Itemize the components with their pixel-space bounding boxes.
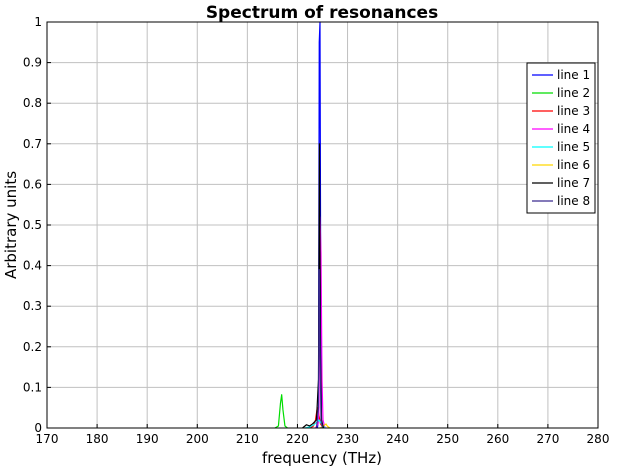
x-tick-label: 270 <box>536 432 559 446</box>
y-tick-label: 0.1 <box>23 380 42 394</box>
chart-title: Spectrum of resonances <box>206 3 438 23</box>
legend-entry: line 3 <box>557 104 590 118</box>
legend-entry: line 2 <box>557 86 590 100</box>
x-tick-label: 280 <box>587 432 610 446</box>
y-tick-label: 0.3 <box>23 299 42 313</box>
legend: line 1 line 2 line 3 line 4 line 5 line 6 line… <box>526 62 596 214</box>
series-line-2 <box>274 394 288 429</box>
y-tick-label: 0.6 <box>23 177 42 191</box>
data-series <box>274 21 331 429</box>
x-axis-ticks: 170 180 190 200 210 220 230 240 250 260 270 280 <box>36 424 610 446</box>
legend-box <box>526 62 596 214</box>
legend-entry: line 6 <box>557 158 590 172</box>
y-axis-label: Arbitrary units <box>2 171 20 279</box>
x-tick-label: 210 <box>236 432 259 446</box>
y-tick-label: 0 <box>34 421 42 435</box>
x-tick-label: 180 <box>86 432 109 446</box>
y-tick-label: 0.9 <box>23 56 42 70</box>
y-tick-label: 0.2 <box>23 340 42 354</box>
x-tick-label: 230 <box>336 432 359 446</box>
legend-entry: line 5 <box>557 140 590 154</box>
legend-entry: line 1 <box>557 68 590 82</box>
series-line-8 <box>315 269 324 429</box>
y-tick-label: 0.4 <box>23 259 42 273</box>
x-tick-label: 200 <box>186 432 209 446</box>
legend-entry: line 7 <box>557 176 590 190</box>
y-tick-label: 0.7 <box>23 137 42 151</box>
x-axis-label: frequency (THz) <box>262 449 382 467</box>
y-tick-label: 0.8 <box>23 96 42 110</box>
x-tick-label: 260 <box>486 432 509 446</box>
x-tick-label: 250 <box>436 432 459 446</box>
y-tick-label: 0.5 <box>23 218 42 232</box>
x-tick-label: 220 <box>286 432 309 446</box>
y-axis-ticks: 0 0.1 0.2 0.3 0.4 0.5 0.6 0.7 0.8 0.9 1 <box>23 15 51 435</box>
y-tick-label: 1 <box>34 15 42 29</box>
x-tick-label: 240 <box>386 432 409 446</box>
x-tick-label: 170 <box>36 432 59 446</box>
legend-entry: line 4 <box>557 122 590 136</box>
x-tick-label: 190 <box>136 432 159 446</box>
legend-entry: line 8 <box>557 194 590 208</box>
